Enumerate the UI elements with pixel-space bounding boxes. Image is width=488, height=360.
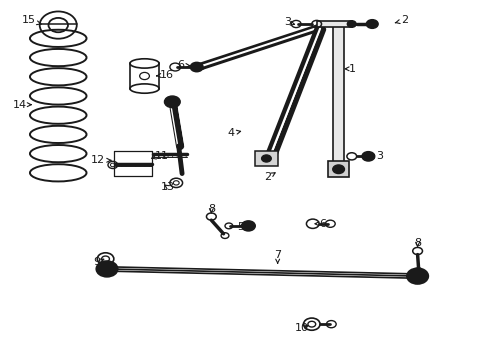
Text: 1: 1 (345, 64, 356, 74)
Circle shape (96, 261, 118, 277)
Circle shape (164, 96, 180, 108)
Text: 15: 15 (22, 15, 41, 26)
Text: 8: 8 (207, 204, 214, 215)
Bar (332, 23, 344, 169)
Bar (327, 161, 348, 177)
Circle shape (406, 268, 427, 284)
Text: 2: 2 (264, 172, 275, 182)
Text: 8: 8 (413, 238, 420, 248)
Text: 14: 14 (13, 100, 31, 110)
Text: 6: 6 (177, 60, 190, 70)
Bar (316, 22, 351, 27)
Circle shape (241, 221, 255, 231)
Text: 6: 6 (314, 219, 325, 229)
Text: 16: 16 (156, 70, 173, 80)
Circle shape (361, 152, 374, 161)
Text: 3: 3 (284, 17, 294, 27)
Text: 3: 3 (370, 151, 383, 161)
Text: 4: 4 (227, 129, 240, 138)
Circle shape (261, 155, 271, 162)
Circle shape (366, 20, 377, 28)
Circle shape (190, 62, 203, 72)
Circle shape (332, 165, 344, 174)
Text: 11: 11 (151, 150, 168, 161)
Text: 12: 12 (91, 155, 111, 165)
Circle shape (346, 21, 355, 27)
Bar (254, 151, 278, 166)
Text: 13: 13 (161, 182, 175, 192)
Text: 10: 10 (294, 323, 308, 333)
Text: 5: 5 (237, 222, 247, 232)
Text: 2: 2 (394, 15, 407, 26)
Text: 7: 7 (274, 250, 281, 264)
Text: 9: 9 (94, 257, 103, 267)
